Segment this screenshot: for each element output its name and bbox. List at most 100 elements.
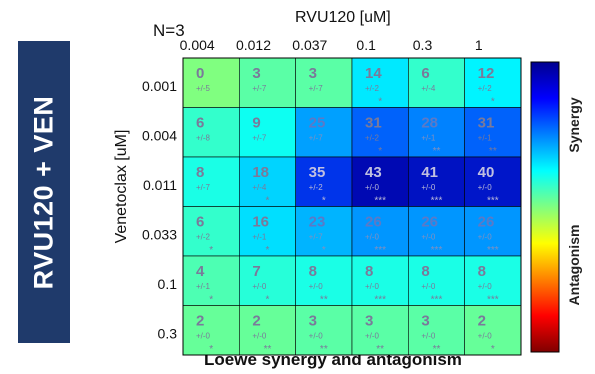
cell-significance: **	[433, 146, 441, 157]
cell-significance: *	[378, 97, 382, 108]
heatmap-cell	[239, 206, 296, 257]
cell-significance: **	[433, 344, 441, 355]
heatmap-cell	[182, 107, 240, 158]
heatmap-cell	[408, 206, 465, 257]
cell-value: 16	[252, 214, 269, 231]
heatmap-cell	[464, 57, 522, 108]
cell-significance: *	[266, 295, 270, 306]
cell-error: +/-2	[309, 183, 324, 192]
heatmap-cell	[408, 57, 465, 108]
cell-error: +/-0	[421, 183, 436, 192]
cell-significance: ***	[374, 295, 386, 306]
cell-significance: *	[266, 196, 270, 207]
cell-value: 6	[196, 214, 204, 231]
cell-error: +/-0	[365, 332, 380, 341]
cell-significance: **	[376, 344, 384, 355]
cell-value: 8	[365, 263, 373, 280]
cell-error: +/-0	[365, 183, 380, 192]
cell-value: 43	[365, 164, 382, 181]
cell-error: +/-0	[365, 233, 380, 242]
x-tick-label: 0.004	[180, 37, 215, 53]
cell-significance: ***	[431, 295, 443, 306]
cell-value: 41	[421, 164, 438, 181]
cell-value: 8	[196, 164, 204, 181]
cell-error: +/-0	[365, 282, 380, 291]
cell-value: 31	[365, 115, 382, 132]
cell-error: +/-7	[196, 183, 211, 192]
colorbar-label-synergy: Synergy	[566, 97, 582, 153]
cell-error: +/-0	[478, 282, 493, 291]
cell-value: 35	[309, 164, 326, 181]
cell-significance: **	[264, 344, 272, 355]
cell-value: 8	[478, 263, 486, 280]
cell-error: +/-1	[252, 233, 267, 242]
heatmap-cell	[239, 305, 296, 356]
cell-significance: **	[320, 344, 328, 355]
cell-error: +/-2	[478, 84, 493, 93]
cell-error: +/-1	[421, 134, 436, 143]
heatmap-cell	[464, 206, 522, 257]
cell-significance: ***	[374, 245, 386, 256]
cell-value: 31	[478, 115, 495, 132]
cell-significance: *	[322, 245, 326, 256]
y-tick-label: 0.3	[158, 325, 178, 341]
cell-error: +/-1	[196, 282, 211, 291]
heatmap-cell	[295, 156, 353, 207]
cell-error: +/-4	[252, 183, 267, 192]
cell-value: 8	[309, 263, 317, 280]
y-tick-label: 0.033	[142, 226, 177, 242]
cell-value: 2	[252, 313, 260, 330]
heatmap-cell	[351, 206, 409, 257]
x-axis-title: RVU120 [uM]	[295, 9, 391, 26]
cell-error: +/-2	[365, 134, 380, 143]
cell-error: +/-0	[196, 332, 211, 341]
cell-error: +/-0	[478, 233, 493, 242]
y-tick-label: 0.1	[158, 276, 178, 292]
cell-significance: **	[320, 295, 328, 306]
cell-error: +/-7	[309, 233, 324, 242]
heatmap-cell	[351, 255, 409, 306]
heatmap-border	[182, 57, 522, 356]
heatmap-cell	[295, 206, 353, 257]
cell-error: +/-0	[252, 332, 267, 341]
heatmap-cell	[182, 255, 240, 306]
cell-value: 26	[365, 214, 382, 231]
cell-value: 2	[196, 313, 204, 330]
heatmap-cell	[351, 57, 409, 108]
cell-value: 0	[196, 65, 204, 82]
cell-significance: ***	[431, 196, 443, 207]
cell-value: 3	[365, 313, 373, 330]
heatmap-cell	[295, 57, 353, 108]
x-tick-label: 1	[475, 37, 483, 53]
cell-error: +/-8	[196, 134, 211, 143]
heatmap-cell	[464, 305, 522, 356]
cell-value: 3	[309, 65, 317, 82]
cell-significance: ***	[374, 196, 386, 207]
heatmap-cell	[464, 107, 522, 158]
heatmap-cell	[182, 305, 240, 356]
cell-value: 9	[252, 115, 260, 132]
cell-error: +/-7	[252, 134, 267, 143]
heatmap-cell	[239, 57, 296, 108]
cell-value: 23	[309, 214, 326, 231]
n-label: N=3	[153, 21, 185, 40]
cell-significance: *	[491, 344, 495, 355]
cell-error: +/-1	[478, 134, 493, 143]
cell-value: 6	[196, 115, 204, 132]
cell-error: +/-0	[478, 183, 493, 192]
cell-error: +/-7	[252, 84, 267, 93]
x-tick-label: 0.037	[292, 37, 327, 53]
x-tick-label: 0.012	[236, 37, 271, 53]
cell-error: +/-7	[309, 84, 324, 93]
x-tick-label: 0.3	[413, 37, 433, 53]
heatmap-cell	[182, 206, 240, 257]
cell-error: +/-2	[196, 233, 211, 242]
cell-significance: ***	[487, 245, 499, 256]
cell-significance: ***	[431, 245, 443, 256]
cell-significance: *	[209, 245, 213, 256]
heatmap-cell	[295, 255, 353, 306]
colorbar-label-antagonism: Antagonism	[566, 224, 582, 306]
cell-value: 26	[478, 214, 495, 231]
y-tick-label: 0.001	[142, 78, 177, 94]
